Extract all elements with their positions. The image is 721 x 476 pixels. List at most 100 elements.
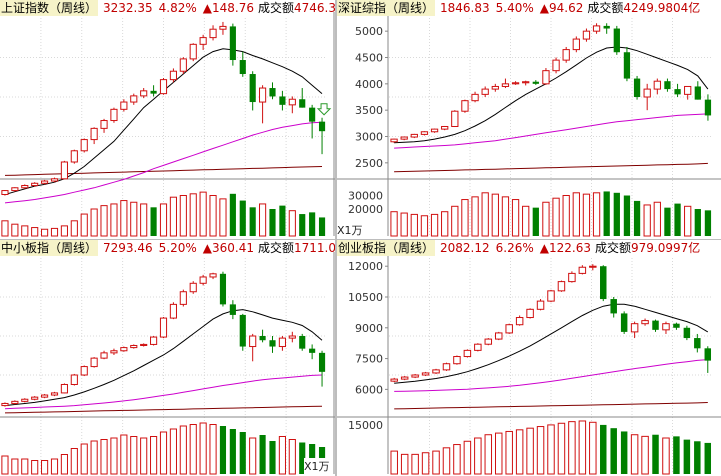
candle-up [430, 128, 439, 133]
candle-body [474, 343, 482, 351]
candle-down [532, 80, 539, 85]
candle-body [179, 291, 187, 305]
volume-bar-up [641, 435, 649, 475]
candle-body [421, 372, 430, 376]
volume-bar-down [613, 192, 620, 236]
y-tick-label: 9000 [355, 322, 383, 335]
candle-up [199, 34, 207, 50]
candle-body [90, 357, 98, 368]
candle-body [536, 300, 545, 310]
candle-up [501, 78, 510, 89]
index-pct: 6.26% [495, 241, 534, 255]
candle-up [50, 177, 59, 183]
candle-up [421, 371, 430, 377]
candle-body [641, 320, 649, 325]
candle-body [31, 182, 39, 187]
chart-panel-sme: 中小板指（周线） 7293.46 5.20% ▲360.41成交额1711.0544亿… [0, 240, 335, 476]
volume-bar-down [603, 191, 610, 236]
y-tick-label: 4000 [355, 78, 383, 91]
candle-up [505, 323, 513, 334]
candle-up [572, 36, 580, 53]
candle-down [613, 25, 620, 55]
candle-body [130, 95, 138, 103]
candle-body [100, 352, 108, 359]
volume-bar-down [620, 431, 628, 474]
candle-body [120, 101, 128, 110]
candle-up [41, 179, 49, 185]
volume-bar-up [219, 198, 227, 237]
candle-up [481, 86, 489, 97]
volume-value: 979.0997亿 [631, 241, 701, 255]
candle-body [562, 49, 570, 61]
volume-bar-up [120, 200, 128, 237]
candle-up [209, 272, 217, 280]
candle-body [600, 266, 607, 300]
candle-body [239, 314, 246, 347]
candle-body [269, 340, 276, 347]
candle-down [150, 85, 157, 97]
candle-up [463, 349, 472, 358]
candle-up [70, 149, 78, 164]
candle-up [90, 127, 98, 145]
y-tick-label: 3500 [355, 104, 383, 117]
candle-body [442, 363, 451, 371]
volume-bar-up [249, 437, 257, 475]
volume-bar-down [532, 207, 539, 236]
candle-body [451, 110, 459, 127]
candle-body [432, 369, 440, 374]
index-change: ▲94.62 [539, 1, 584, 15]
candle-body [582, 30, 591, 40]
candle-up [31, 396, 39, 401]
candle-body [390, 378, 398, 382]
volume-bar-up [140, 437, 148, 475]
candlestick-chart: 6000 7500 9000 10500 12000 15000 [337, 252, 721, 475]
volume-bar-up [684, 205, 692, 237]
candle-up [471, 91, 479, 103]
candle-down [694, 81, 701, 100]
candle-down [623, 46, 631, 82]
candle-up [259, 85, 267, 124]
volume-bar-up [451, 205, 459, 237]
volume-bar-up [70, 220, 78, 237]
volume-bar-up [511, 199, 520, 237]
index-name: 深证综指（周线） [337, 0, 436, 16]
candle-body [664, 81, 671, 90]
volume-tick-label: 30000 [348, 190, 383, 203]
candle-up [432, 368, 440, 374]
index-name: 上证指数（周线） [0, 0, 99, 16]
candle-body [169, 303, 177, 319]
candle-body [199, 276, 207, 284]
candle-body [662, 323, 670, 331]
candle-down [318, 350, 326, 387]
candle-body [653, 80, 661, 90]
candle-down [229, 23, 236, 66]
candle-up [592, 23, 601, 34]
volume-bar-down [269, 209, 276, 236]
candle-up [684, 85, 692, 100]
candle-body [110, 108, 118, 122]
volume-bar-up [259, 203, 267, 237]
y-tick-label: 7500 [355, 353, 383, 366]
candle-down [239, 313, 246, 351]
candle-body [150, 336, 158, 345]
candle-body [219, 25, 227, 30]
candle-body [50, 178, 59, 182]
candle-up [453, 355, 461, 365]
volume-bar-down [239, 432, 246, 474]
candle-up [219, 21, 227, 35]
candle-body [420, 131, 429, 135]
candle-body [441, 125, 449, 130]
candle-body [140, 343, 148, 346]
y-tick-label: 5000 [355, 25, 383, 38]
candle-body [11, 187, 19, 192]
volume-unit-label: X1万 [337, 222, 363, 238]
y-tick-label: 10500 [348, 291, 383, 304]
candle-down [652, 319, 659, 332]
volume-bar-down [664, 207, 671, 236]
candle-body [589, 265, 597, 268]
ma-mid-line [4, 374, 323, 410]
volume-bar-up [557, 422, 566, 475]
candle-up [110, 348, 118, 355]
candle-body [21, 185, 29, 189]
